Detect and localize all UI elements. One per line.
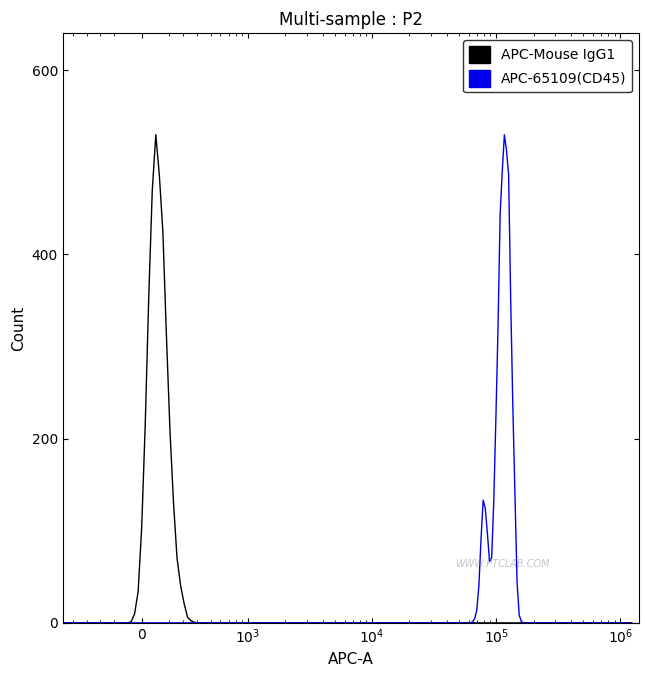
Legend: APC-Mouse IgG1, APC-65109(CD45): APC-Mouse IgG1, APC-65109(CD45) [463, 41, 632, 92]
X-axis label: APC-A: APC-A [328, 652, 374, 667]
Y-axis label: Count: Count [11, 306, 26, 351]
Text: WWW.PTCLAB.COM: WWW.PTCLAB.COM [454, 559, 549, 569]
Title: Multi-sample : P2: Multi-sample : P2 [279, 11, 423, 29]
